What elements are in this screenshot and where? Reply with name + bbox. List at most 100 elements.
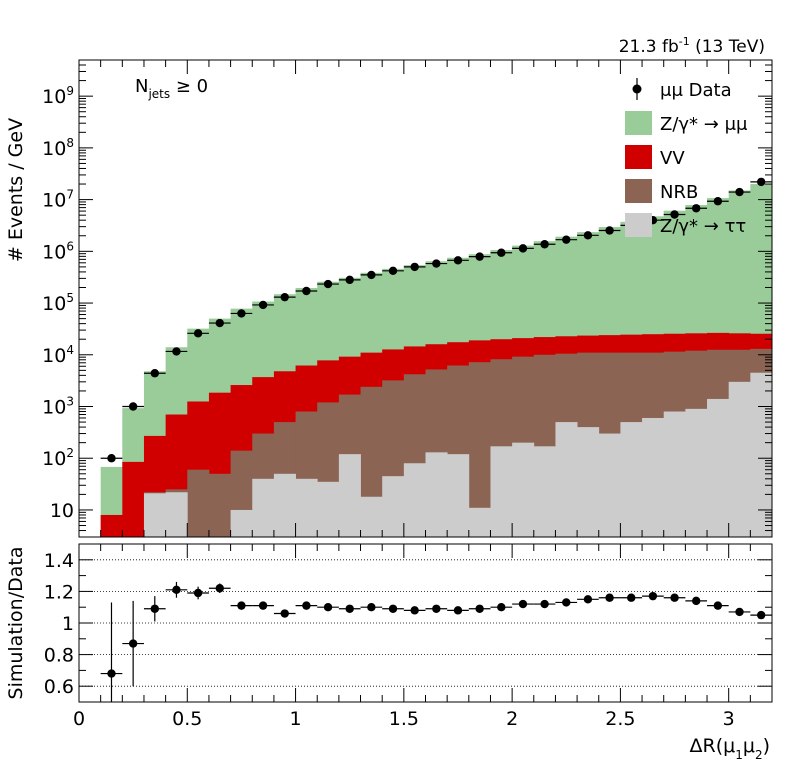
ratio-point-23 [605, 593, 614, 602]
x-tick-label-2: 1 [290, 708, 302, 730]
data-point-16 [453, 256, 463, 265]
data-point-26 [670, 210, 679, 219]
lower-ticks [78, 543, 773, 703]
bar-nrb-4 [187, 469, 210, 537]
legend-swatch-3 [625, 179, 652, 203]
bar-z-21 [555, 422, 578, 537]
data-point-9 [302, 286, 311, 296]
bar-z-24 [620, 422, 643, 537]
data-point-14 [410, 262, 419, 272]
bar-z-3 [165, 492, 188, 537]
bar-z-29 [728, 381, 751, 537]
ratio-point-0 [107, 669, 116, 678]
lumi-value: 21.3 fb [619, 37, 679, 57]
ratio-point-21 [562, 598, 571, 607]
legend-label-4: Z/γ* → ττ [660, 216, 746, 237]
x-tick-label-3: 1.5 [389, 708, 419, 730]
legend-label-2: VV [660, 148, 685, 169]
ratio-point-14 [410, 606, 419, 615]
legend-label-0: μμ Data [660, 80, 732, 101]
lower-frame [78, 543, 773, 703]
ratio-point-15 [432, 604, 441, 613]
bar-z-14 [403, 463, 426, 537]
category-subscript: jets [147, 87, 170, 101]
x-tick-label-1: 0.5 [172, 708, 202, 730]
bar-z-6 [230, 509, 253, 537]
ratio-point-10 [323, 603, 333, 612]
lumi-exponent: -1 [679, 35, 690, 48]
ratio-y-tick-label-4: 1.4 [44, 550, 74, 572]
ratio-point-28 [713, 601, 723, 610]
data-point-19 [518, 244, 528, 253]
bar-z-25 [642, 417, 665, 537]
ratio-y-tick-label-1: 0.8 [44, 645, 74, 667]
bar-nrb-17 [468, 362, 491, 537]
ratio-layer [100, 581, 772, 702]
ratio-point-17 [475, 604, 484, 613]
bar-z-11 [338, 454, 361, 537]
ratio-point-16 [453, 606, 463, 615]
x-axis-title: ΔR(μ1μ2) [690, 735, 771, 762]
ratio-y-tick-label-0: 0.6 [44, 676, 74, 698]
lower-grid [79, 559, 772, 687]
lower-tick-labels: 0.6 0.8 1 1.2 1.4 0 0.5 1 1.5 2 2.5 3 [44, 550, 735, 730]
lower-pad: 0.6 0.8 1 1.2 1.4 0 0.5 1 1.5 2 2.5 3 Simulation/Da… [5, 543, 773, 762]
ratio-point-3 [172, 585, 181, 595]
y-tick-label-5: 106 [42, 239, 74, 263]
category-main: N [135, 76, 148, 97]
ratio-point-1 [128, 639, 138, 648]
category-label: Njets ≥ 0 [135, 76, 208, 101]
bar-z-16 [447, 454, 470, 537]
bar-z-26 [663, 411, 686, 537]
data-point-18 [497, 248, 506, 257]
lumi-label: 21.3 fb-1 (13 TeV) [619, 35, 765, 57]
bar-z-20 [533, 446, 556, 537]
legend-marker-data [632, 84, 642, 94]
legend-swatch-2 [625, 145, 652, 169]
x-tick-label-4: 2 [506, 708, 518, 730]
data-point-23 [605, 226, 614, 235]
legend-swatch-1 [625, 111, 652, 135]
ratio-point-6 [237, 601, 246, 610]
bar-z-8 [273, 473, 296, 537]
energy-label: (13 TeV) [690, 37, 765, 57]
bar-z-7 [252, 478, 275, 537]
lower-y-axis-title: Simulation/Data [5, 547, 27, 700]
upper-data-layer [100, 177, 772, 463]
data-point-20 [540, 240, 549, 249]
y-tick-label-0: 10 [50, 500, 74, 522]
ratio-point-2 [150, 604, 159, 613]
data-point-10 [323, 279, 333, 289]
y-tick-label-3: 104 [42, 343, 74, 367]
data-point-27 [692, 204, 701, 213]
data-point-0 [107, 454, 116, 463]
ratio-point-29 [735, 607, 744, 617]
bar-z-18 [490, 446, 513, 537]
y-tick-label-1: 102 [42, 446, 74, 470]
ratio-point-9 [302, 601, 311, 610]
category-rest: ≥ 0 [170, 76, 208, 97]
bar-z-22 [577, 427, 600, 537]
data-point-4 [193, 329, 203, 338]
upper-ticks [78, 59, 773, 538]
data-point-1 [128, 402, 138, 411]
ratio-point-22 [583, 595, 593, 604]
stack-layer [100, 184, 773, 538]
data-point-17 [475, 252, 484, 261]
data-point-3 [172, 347, 181, 356]
data-point-11 [345, 275, 354, 285]
y-tick-label-8: 109 [42, 84, 74, 108]
bar-z-2 [143, 493, 167, 537]
bar-z-30 [750, 372, 773, 537]
bar-nrb-5 [208, 473, 231, 537]
x-tick-label-5: 2.5 [605, 708, 635, 730]
x-tick-label-6: 3 [723, 708, 735, 730]
ratio-point-11 [345, 604, 354, 613]
ratio-point-4 [193, 588, 203, 598]
ratio-point-8 [280, 609, 289, 618]
x-tick-label-0: 0 [73, 708, 85, 730]
data-point-21 [562, 235, 571, 244]
ratio-point-30 [756, 610, 766, 620]
bar-z-9 [295, 478, 318, 537]
